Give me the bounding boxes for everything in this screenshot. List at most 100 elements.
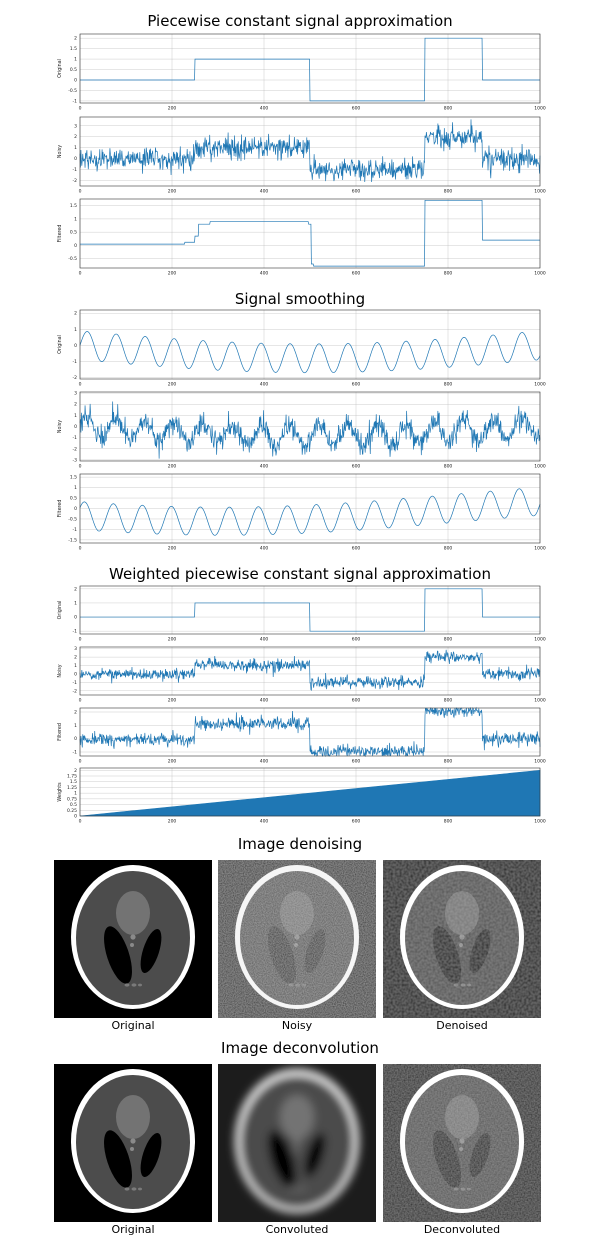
x-tick-label: 400 [260,819,269,825]
phantom-lobe-right [140,1132,162,1178]
y-tick-label: 1.5 [70,203,77,209]
phantom-dot [294,1147,298,1151]
y-axis-label: Original [57,335,63,354]
y-tick-label: 0 [74,736,77,742]
x-tick-label: 200 [168,698,177,704]
plot-frame [79,391,541,462]
chart-pw-noisy: -2 -1 0 1 2 3 0 200 400 600 800 1000 Noisy [57,116,546,195]
y-tick-label: 1 [74,791,77,797]
y-tick-label: 0 [74,78,77,84]
x-tick-label: 200 [168,819,177,825]
chart-pw-original: -1 -0.5 0 0.5 1 1.5 2 0 200 400 600 800 1000 Original [57,33,546,112]
phantom-dot [453,983,459,987]
plot-frame [79,309,541,380]
x-tick-label: 400 [260,189,269,195]
caption-dec-deconvoluted: Deconvoluted [424,1223,500,1235]
series-line [79,119,541,182]
y-tick-label: 2 [74,134,77,140]
image-dec-original [54,1064,212,1222]
chart-w-noisy: -2 -1 0 1 2 3 0 200 400 600 800 1000 Noisy [57,646,546,703]
phantom-dot [124,983,130,987]
phantom-lobe-right [304,928,326,974]
caption-den-original: Original [111,1019,154,1032]
chart-pw-filtered: -0.5 0 0.5 1 1.5 0 200 400 600 800 1000 Filtered [57,198,546,277]
x-tick-label: 800 [444,382,453,388]
phantom-head [280,1095,314,1139]
x-tick-label: 1000 [534,271,546,277]
section-title-deconvolution: Image deconvolution [221,1039,379,1057]
phantom-lobe-right [469,1132,491,1178]
section-title-weighted: Weighted piecewise constant signal appro… [109,565,491,583]
phantom-lobe-left [104,926,132,984]
caption-dec-convoluted: Convoluted [266,1223,329,1235]
phantom-dot [467,1187,471,1191]
x-tick-label: 0 [79,546,82,552]
phantom-lobe-left [268,1130,296,1188]
phantom-lobe-right [140,928,162,974]
y-tick-label: 0 [74,506,77,512]
y-tick-label: -2 [73,375,78,381]
y-tick-label: 0.5 [70,496,77,502]
y-tick-label: 0 [74,343,77,349]
y-tick-label: 1.5 [70,475,77,481]
y-tick-label: -3 [73,457,78,463]
phantom-dot [302,1187,306,1191]
section-title-denoising: Image denoising [238,835,362,853]
x-tick-label: 200 [168,106,177,112]
y-axis-label: Filtered [57,723,63,741]
x-tick-label: 0 [79,698,82,704]
phantom-dot [453,1187,459,1191]
phantom-head [116,891,150,935]
plot-frame [79,646,541,696]
phantom [235,1069,359,1213]
x-tick-label: 800 [444,189,453,195]
x-tick-label: 600 [352,637,361,643]
x-tick-label: 800 [444,106,453,112]
y-tick-label: 1 [74,723,77,729]
phantom-dot [294,1138,300,1144]
y-tick-label: -2 [73,178,78,184]
y-tick-label: -2 [73,446,78,452]
x-tick-label: 800 [444,698,453,704]
y-tick-label: 3 [74,646,77,652]
series-line [80,37,540,102]
series-line [80,199,540,267]
x-tick-label: 600 [352,382,361,388]
phantom [400,865,524,1009]
phantom-dot [295,983,301,987]
series-line [80,588,540,632]
phantom-dot [138,983,142,987]
x-tick-label: 800 [444,637,453,643]
y-axis-label: Original [57,601,63,620]
x-tick-label: 0 [79,759,82,765]
x-tick-label: 200 [168,637,177,643]
x-tick-label: 200 [168,759,177,765]
y-tick-label: -1 [73,167,78,173]
phantom-dot [459,934,465,940]
y-tick-label: -0.5 [68,256,77,262]
y-tick-label: 3 [74,123,77,129]
x-tick-label: 400 [260,382,269,388]
y-tick-label: 0.5 [70,802,77,808]
phantom-dot [288,983,294,987]
image-dec-deconvoluted [383,1064,541,1222]
y-tick-label: 0 [74,814,77,820]
phantom-dot [131,1187,137,1191]
section-title-smoothing: Signal smoothing [235,290,365,308]
y-tick-label: 0 [74,424,77,430]
phantom-lobe-right [304,1132,326,1178]
y-axis-label: Weights [57,782,63,802]
y-axis-label: Filtered [57,225,63,243]
y-tick-label: 1 [74,216,77,222]
x-tick-label: 0 [79,464,82,470]
x-tick-label: 400 [260,637,269,643]
plot-frame [79,767,541,817]
x-tick-label: 200 [168,546,177,552]
y-tick-label: 1 [74,327,77,333]
x-tick-label: 1000 [534,189,546,195]
x-tick-label: 400 [260,464,269,470]
x-tick-label: 200 [168,189,177,195]
y-tick-label: 1.5 [70,46,77,52]
